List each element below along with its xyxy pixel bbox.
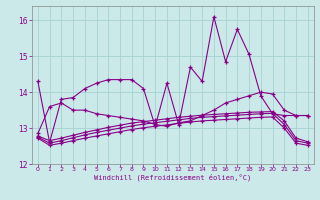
- X-axis label: Windchill (Refroidissement éolien,°C): Windchill (Refroidissement éolien,°C): [94, 174, 252, 181]
